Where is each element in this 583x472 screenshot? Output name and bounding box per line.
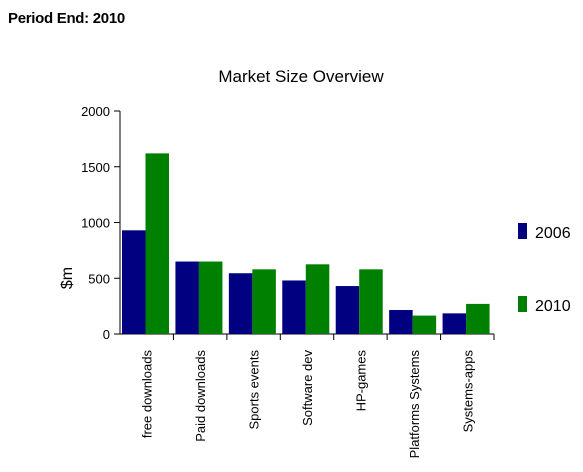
y-tick-label: 1500: [81, 160, 110, 175]
legend: 2006 2010: [518, 223, 571, 315]
bar-2010-6: [412, 315, 437, 334]
x-tick-label: Platforms Systems: [407, 350, 422, 459]
x-tick-label: Systems-apps: [460, 350, 475, 433]
bar-2006-7: [442, 313, 467, 334]
period-end-label: Period End: 2010: [8, 10, 125, 27]
y-tick-label: 1000: [81, 216, 110, 231]
bar-2010-7: [466, 303, 490, 334]
bar-2010-1: [145, 153, 169, 334]
legend-swatch-2010: [518, 296, 527, 312]
bar-2006-1: [122, 230, 146, 334]
legend-swatch-2006: [518, 223, 527, 239]
x-tick-label: free downloads: [140, 350, 155, 439]
bar-2010-3: [252, 269, 276, 334]
x-tick-label: Sports events: [247, 350, 262, 430]
y-tick-label: 2000: [81, 104, 110, 119]
x-tick-label: Paid downloads: [193, 350, 208, 442]
legend-label-2010: 2010: [535, 298, 571, 315]
bar-2006-6: [389, 310, 413, 334]
bar-2010-2: [198, 261, 223, 334]
bar-2006-5: [335, 286, 360, 334]
y-axis-label: $m: [59, 267, 76, 289]
bar-2010-4: [305, 264, 330, 334]
legend-label-2006: 2006: [535, 225, 571, 242]
bar-2010-5: [359, 269, 383, 334]
y-tick-label: 0: [103, 327, 110, 342]
bars: [122, 153, 490, 334]
x-tick-label: Software dev: [300, 350, 315, 426]
x-tick-labels: free downloads Paid downloads Sports event…: [140, 334, 495, 459]
bar-2006-2: [175, 261, 199, 334]
bar-2006-4: [282, 280, 306, 334]
chart-title: Market Size Overview: [218, 67, 384, 86]
bar-2006-3: [228, 273, 253, 334]
y-ticks: 0 500 1000 1500 2000: [81, 104, 120, 342]
y-tick-label: 500: [88, 271, 110, 286]
x-tick-label: HP-games: [353, 350, 368, 412]
